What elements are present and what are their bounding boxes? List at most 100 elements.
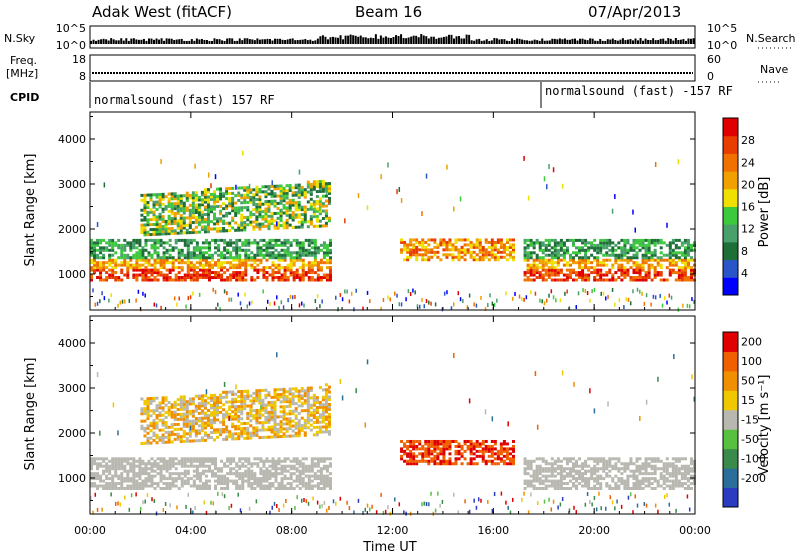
noise-cell [645,293,648,298]
data-cell [457,250,461,254]
data-cell [183,472,187,476]
data-cell [662,278,666,282]
data-cell [149,396,153,400]
data-cell [544,474,548,478]
data-cell [167,202,171,206]
data-cell [219,217,223,221]
data-cell [460,462,464,466]
data-cell [321,179,325,183]
data-cell [442,457,446,461]
data-cell [274,469,278,473]
data-cell [328,258,332,262]
data-cell [276,194,280,198]
data-cell [234,437,238,441]
data-cell [143,434,147,438]
data-cell [544,273,548,277]
data-cell [265,474,269,478]
data-cell [179,201,183,205]
data-cell [318,403,322,407]
data-cell [285,206,289,210]
data-cell [412,447,416,451]
data-cell [189,263,193,267]
data-cell [222,418,226,422]
data-cell [165,276,169,280]
data-cell [285,196,289,200]
data-cell [194,225,198,229]
data-cell [179,417,183,421]
data-cell [246,431,250,435]
data-cell [186,258,190,262]
data-cell [153,238,157,242]
data-cell [173,207,177,211]
noise-cell [185,304,187,309]
data-cell [146,407,150,411]
data-cell [315,401,319,405]
data-cell [102,268,106,272]
data-cell [180,261,184,265]
nsky-bar [420,34,423,44]
data-cell [179,226,183,230]
data-cell [315,396,319,400]
noise-cell [339,292,342,297]
data-cell [96,462,100,466]
data-cell [285,223,289,227]
data-cell [280,464,284,468]
nsky-bar [236,40,239,44]
data-cell [238,238,242,242]
data-cell [523,459,527,463]
data-cell [267,214,271,218]
data-cell [316,251,320,255]
data-cell [638,266,642,270]
sparse-cell [421,211,423,217]
data-cell [183,469,187,473]
nsky-bar [178,39,181,44]
data-cell [231,206,235,210]
data-cell [599,238,603,242]
data-cell [541,261,545,265]
data-cell [632,271,636,275]
data-cell [547,243,551,247]
data-cell [170,413,174,417]
data-cell [593,238,597,242]
data-cell [99,477,103,481]
data-cell [310,263,314,267]
data-cell [182,216,186,220]
data-cell [198,484,202,488]
data-cell [161,202,165,206]
data-cell [161,207,165,211]
data-cell [146,193,150,197]
data-cell [226,459,230,463]
data-cell [313,263,317,267]
power-heatmap [90,150,696,312]
data-cell [626,241,630,245]
data-cell [493,439,497,443]
data-cell [132,273,136,277]
data-cell [605,474,609,478]
nsky-bar [304,39,307,44]
data-cell [632,276,636,280]
data-cell [206,188,210,192]
data-cell [220,238,224,242]
data-cell [237,407,241,411]
data-cell [268,253,272,257]
sparse-cell [325,189,328,195]
data-cell [430,452,434,456]
data-cell [274,243,278,247]
data-cell [328,487,332,490]
data-cell [677,251,681,255]
data-cell [214,459,218,463]
data-cell [167,214,171,218]
data-cell [593,484,597,488]
noise-cell [496,298,498,303]
data-cell [241,479,245,483]
data-cell [195,278,199,282]
data-cell [448,447,452,451]
data-cell [614,248,618,252]
data-cell [267,420,271,424]
data-cell [300,394,304,398]
data-cell [197,195,201,199]
data-cell [571,474,575,478]
data-cell [421,255,425,259]
data-cell [318,184,322,188]
data-cell [457,258,461,262]
